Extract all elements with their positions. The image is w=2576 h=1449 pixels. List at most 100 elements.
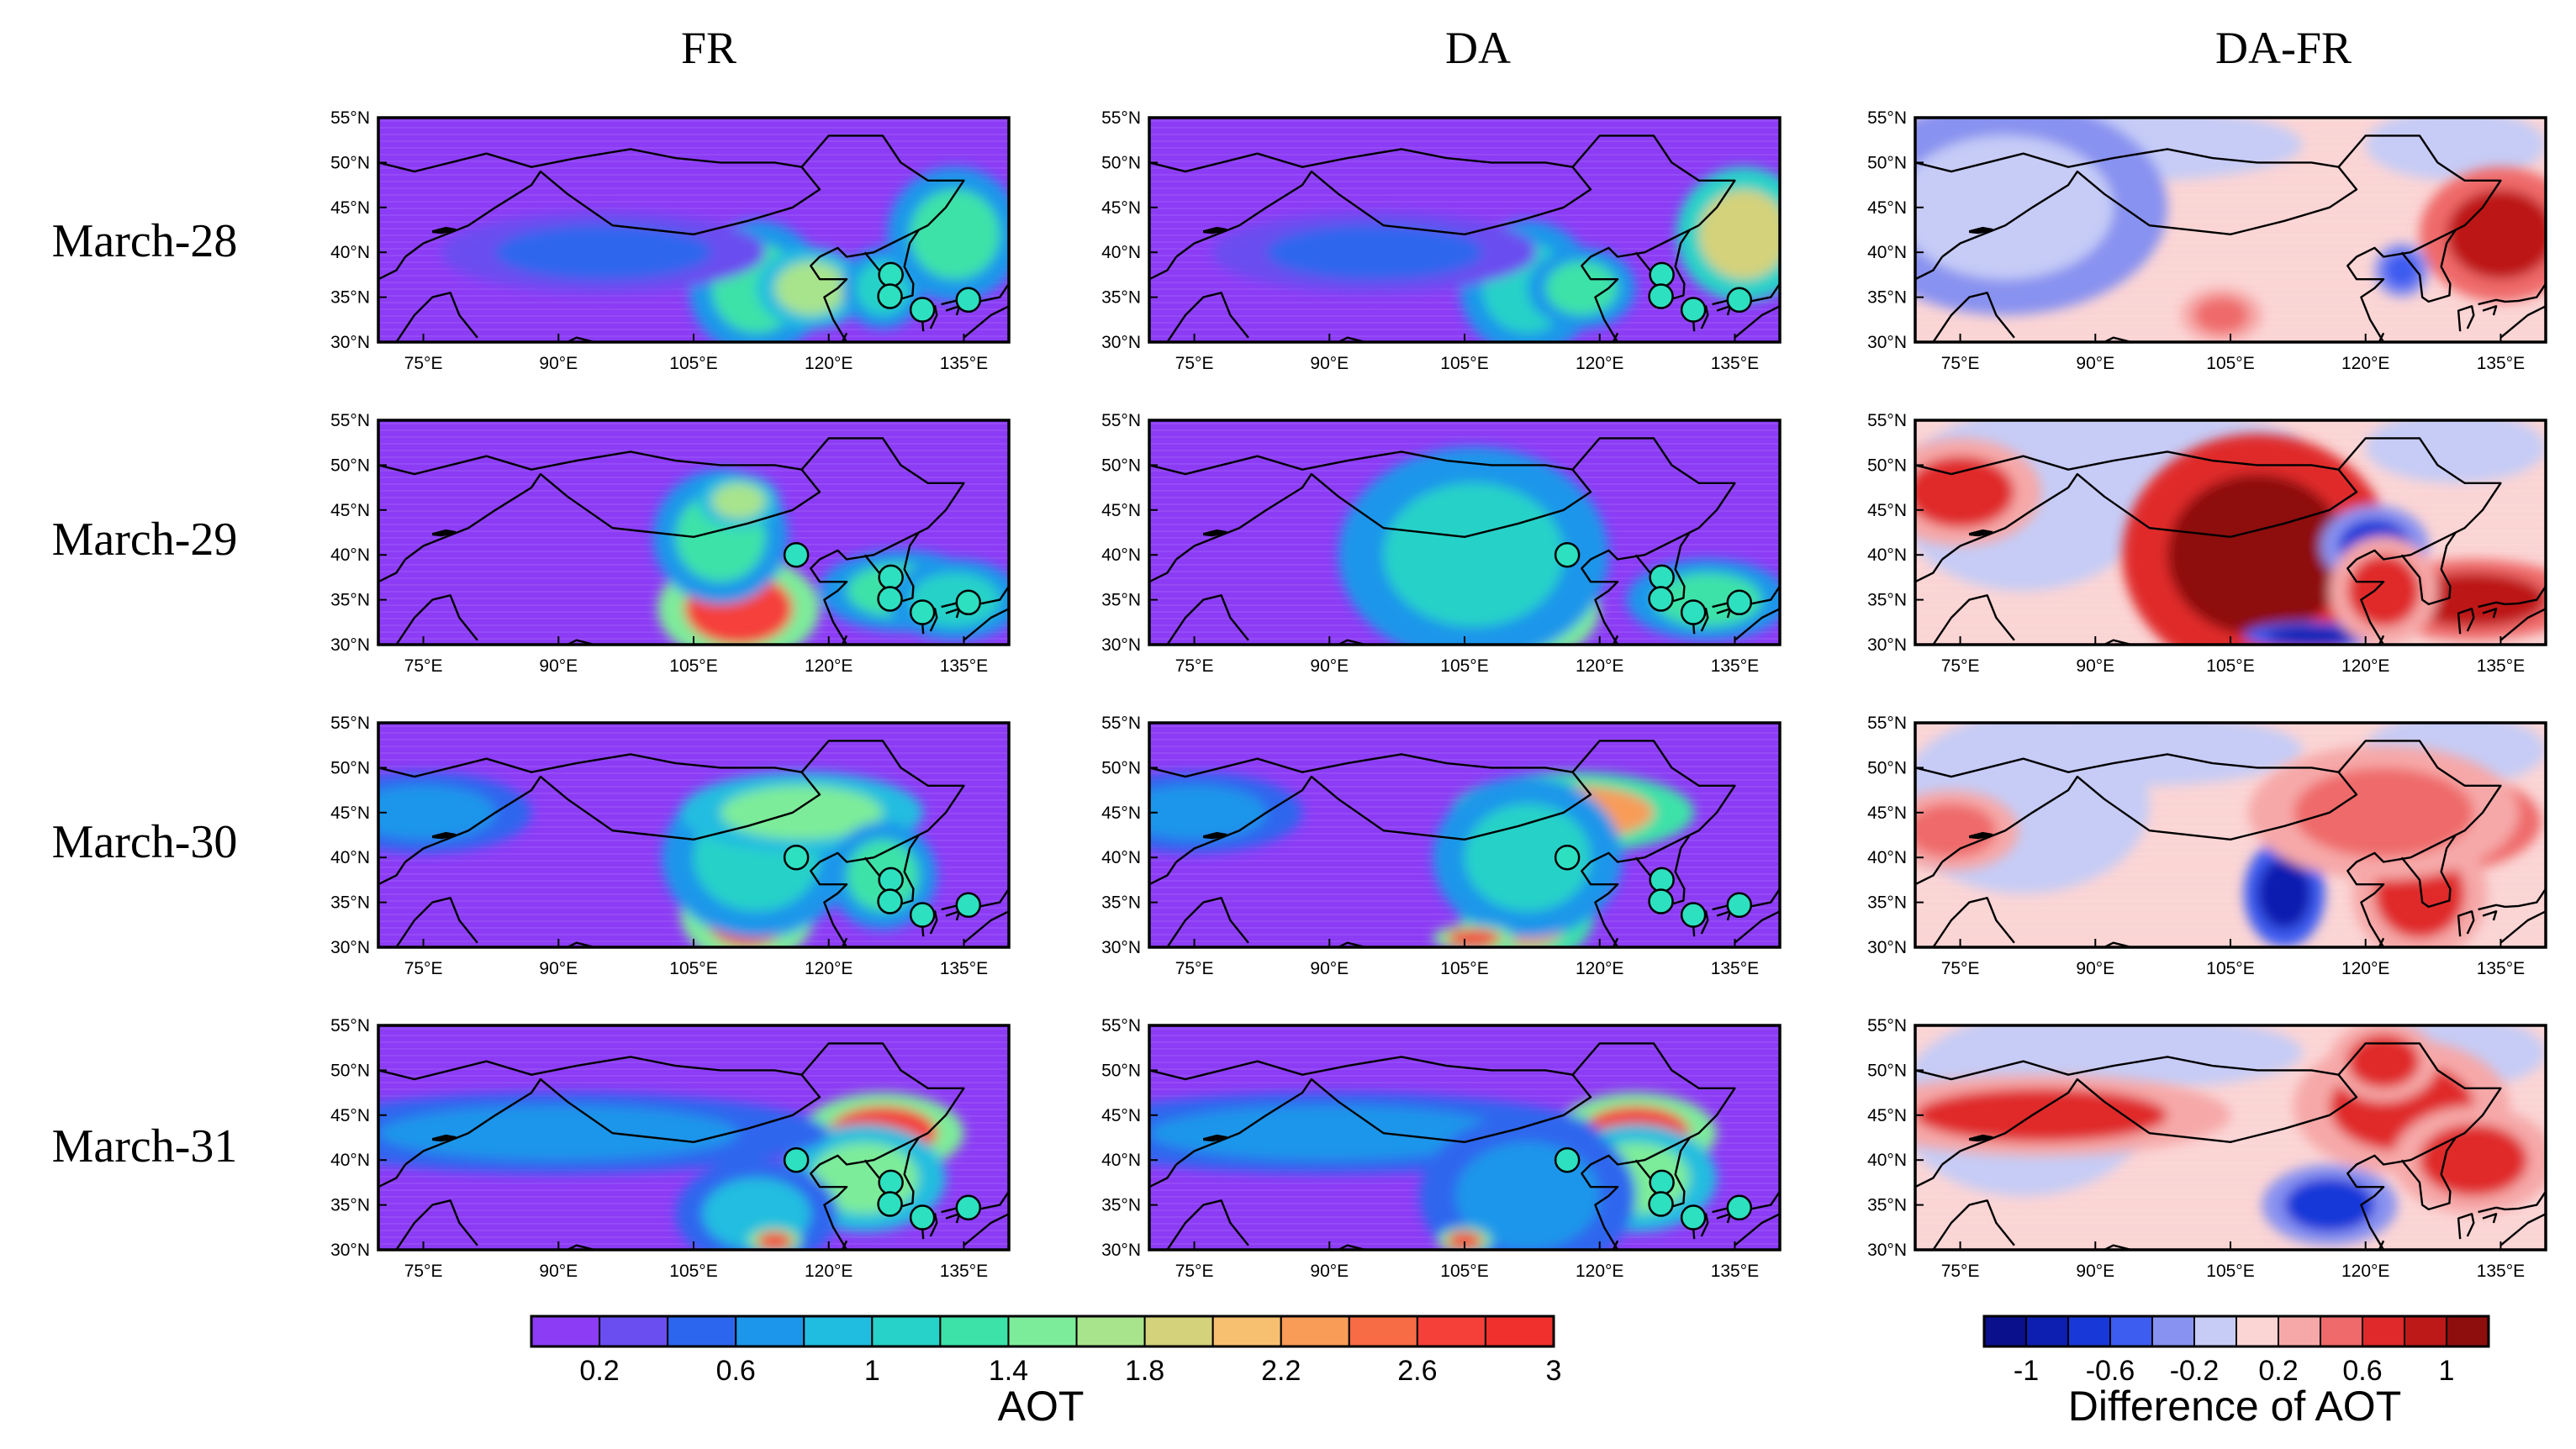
country-border xyxy=(2104,941,2132,947)
aot-plume xyxy=(2347,1034,2420,1088)
y-tick-label: 45°N xyxy=(1101,1106,1141,1125)
x-tick-label: 135°E xyxy=(2477,656,2525,676)
difference-colorbar-swatch xyxy=(2320,1315,2363,1347)
country-border xyxy=(1612,332,1619,342)
country-border xyxy=(2499,608,2546,641)
country-border xyxy=(1175,134,1736,342)
y-tick-label: 45°N xyxy=(1867,501,1907,520)
country-border xyxy=(2482,910,2498,921)
country-border xyxy=(2457,305,2475,332)
y-tick-label: 30°N xyxy=(330,635,370,655)
y-tick-label: 50°N xyxy=(1867,456,1907,475)
y-tick-label: 50°N xyxy=(1867,1061,1907,1080)
x-tick-label: 90°E xyxy=(539,354,578,373)
panel-fr-2: 75°E 90°E 105°E 120°E 135°E 55°N 50°N 45°N 40°N 3… xyxy=(330,714,1011,978)
aot-colorbar-swatch xyxy=(1280,1315,1350,1347)
x-tick-label: 105°E xyxy=(669,1262,717,1281)
y-tick-label: 50°N xyxy=(1101,1061,1141,1080)
station-marker xyxy=(877,888,903,914)
y-tick-label: 35°N xyxy=(1101,591,1141,610)
aot-plume xyxy=(711,482,766,519)
y-tick-label: 50°N xyxy=(1101,456,1141,475)
country-border xyxy=(1932,292,2015,342)
y-tick-label: 35°N xyxy=(1101,1196,1141,1215)
difference-colorbar-swatch xyxy=(2404,1315,2447,1347)
panel-da-3: 75°E 90°E 105°E 120°E 135°E 55°N 50°N 45°N 40°N 3… xyxy=(1101,1016,1782,1281)
country-border xyxy=(2457,1213,2475,1240)
row-title-march-31: March-31 xyxy=(52,1120,238,1172)
country-border xyxy=(1941,134,2502,342)
country-border xyxy=(1932,1199,2015,1250)
aot-colorbar-swatch xyxy=(667,1315,737,1347)
station-marker xyxy=(1726,287,1753,314)
y-tick-label: 55°N xyxy=(1101,1016,1141,1035)
y-tick-label: 45°N xyxy=(1101,198,1141,218)
x-tick-label: 135°E xyxy=(1711,1262,1759,1281)
country-border xyxy=(567,336,595,342)
difference-region xyxy=(1978,723,2303,786)
x-tick-label: 90°E xyxy=(2076,656,2114,676)
lake-issyk-kul xyxy=(1968,529,1993,537)
country-border xyxy=(1175,437,1736,645)
aot-plume xyxy=(2420,1124,2528,1196)
x-tick-label: 120°E xyxy=(2341,354,2389,373)
country-border xyxy=(1734,910,1780,944)
aot-plume xyxy=(2284,1178,2375,1232)
station-marker xyxy=(1648,1191,1674,1217)
panel-da-0: 75°E 90°E 105°E 120°E 135°E 55°N 50°N 45°N 40°N 3… xyxy=(1101,108,1782,373)
x-tick-label: 75°E xyxy=(1175,354,1214,373)
aot-plume xyxy=(2347,555,2420,627)
y-tick-label: 40°N xyxy=(1867,545,1907,565)
column-title-da: DA xyxy=(1445,23,1511,73)
lake-issyk-kul xyxy=(431,831,457,840)
difference-region xyxy=(2365,118,2546,181)
country-border xyxy=(378,256,407,281)
y-tick-label: 40°N xyxy=(330,1151,370,1170)
station-marker xyxy=(877,586,903,612)
x-tick-label: 90°E xyxy=(2076,959,2114,978)
country-border xyxy=(1915,1056,2339,1081)
country-border xyxy=(2378,332,2385,342)
station-marker xyxy=(1649,564,1675,591)
aot-plume xyxy=(721,785,883,840)
station-marker xyxy=(878,1169,904,1196)
y-tick-label: 50°N xyxy=(330,153,370,172)
station-marker xyxy=(955,287,982,314)
aot-colorbar-swatch xyxy=(735,1315,805,1347)
difference-colorbar-label: Difference of AOT xyxy=(2068,1383,2401,1430)
station-marker xyxy=(955,589,982,616)
x-tick-label: 75°E xyxy=(404,1262,443,1281)
country-border xyxy=(395,292,478,342)
country-border xyxy=(2478,282,2546,306)
country-border xyxy=(2104,639,2132,645)
panel-diff-3: 75°E 90°E 105°E 120°E 135°E 55°N 50°N 45°N 40°N 3… xyxy=(1867,1016,2547,1281)
country-border xyxy=(2400,834,2457,909)
aot-colorbar-swatch xyxy=(531,1315,601,1347)
country-border xyxy=(1734,608,1780,641)
station-marker xyxy=(955,1194,982,1221)
aot-colorbar-swatch xyxy=(1007,1315,1078,1347)
y-tick-label: 30°N xyxy=(1867,635,1907,655)
country-border xyxy=(1338,941,1366,947)
lake-issyk-kul xyxy=(1202,529,1227,537)
country-border xyxy=(1734,305,1780,339)
country-border xyxy=(2457,910,2475,937)
country-border xyxy=(1175,740,1736,947)
station-marker xyxy=(955,892,982,919)
aot-plume xyxy=(1915,804,1997,858)
x-tick-label: 75°E xyxy=(1941,959,1980,978)
station-marker xyxy=(877,1191,903,1217)
y-tick-label: 40°N xyxy=(1101,545,1141,565)
difference-colorbar-frame xyxy=(1982,1315,2490,1348)
station-marker xyxy=(909,1204,936,1230)
difference-colorbar-swatch xyxy=(2236,1315,2279,1347)
aot-colorbar-tick: 1.4 xyxy=(989,1355,1028,1387)
station-marker xyxy=(1726,892,1753,919)
aot-plume xyxy=(2383,252,2420,288)
aot-plume xyxy=(2167,474,2348,636)
station-marker xyxy=(1554,844,1581,871)
country-border xyxy=(963,910,1009,944)
country-border xyxy=(841,937,848,947)
y-tick-label: 40°N xyxy=(330,848,370,867)
